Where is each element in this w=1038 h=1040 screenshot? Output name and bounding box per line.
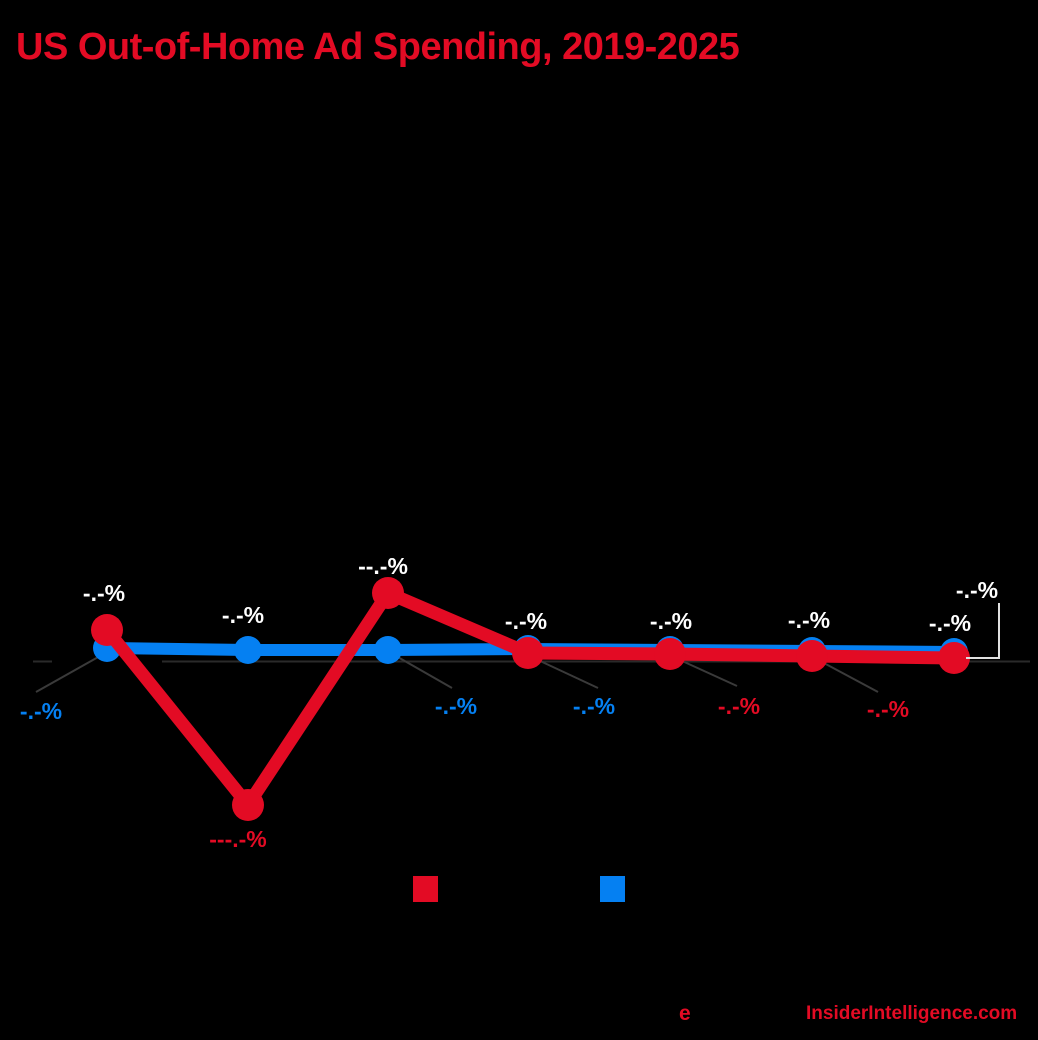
connector-layer — [35, 655, 879, 693]
data-label: -.-% — [718, 693, 760, 719]
data-label: -.-% — [573, 693, 615, 719]
footer-site-link[interactable]: InsiderIntelligence.com — [806, 1003, 1018, 1024]
elbow-callout-line — [966, 603, 1000, 659]
chart-title: US Out-of-Home Ad Spending, 2019-2025 — [16, 26, 740, 68]
data-label-layer: -.-% -.-% --.-% -.-% -.-% -.-% -.-% -.-% -.-% -.-… — [20, 553, 998, 852]
data-label: -.-% — [505, 608, 547, 634]
red-series-line — [91, 577, 970, 821]
data-label: -.-% — [788, 607, 830, 633]
legend-swatch-red — [413, 876, 438, 902]
data-label: -.-% — [929, 610, 971, 636]
data-label: -.-% — [83, 580, 125, 606]
data-label: -.-% — [650, 608, 692, 634]
legend-swatch-blue — [600, 876, 625, 902]
data-label: -.-% — [222, 602, 264, 628]
data-label: -.-% — [435, 693, 477, 719]
data-label: --.-% — [358, 553, 408, 579]
footer-emarketer-mark: e — [679, 1002, 691, 1025]
data-label: -.-% — [867, 696, 909, 722]
data-label: -.-% — [20, 698, 62, 724]
data-label: ---.-% — [209, 826, 266, 852]
data-label: -.-% — [956, 577, 998, 603]
